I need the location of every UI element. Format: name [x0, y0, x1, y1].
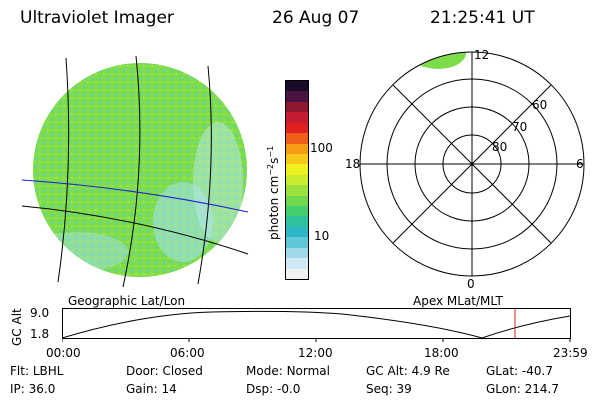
altitude-tick-high: 9.0 — [30, 306, 50, 320]
info-glat: GLat: -40.7 — [486, 364, 553, 378]
time-tick-0600: 06:00 — [170, 346, 205, 360]
meridian-line — [57, 57, 70, 283]
colorbar-segment — [286, 81, 308, 92]
equator-line — [21, 179, 249, 213]
info-seq: Seq: 39 — [366, 382, 412, 396]
time-tick-2359: 23:59 — [553, 346, 588, 360]
apex-label: Apex MLat/MLT — [413, 294, 503, 308]
info-gain: Gain: 14 — [126, 382, 177, 396]
time-tick-1200: 12:00 — [298, 346, 333, 360]
observation-date: 26 Aug 07 — [272, 8, 360, 28]
colorbar-segment — [286, 268, 308, 279]
mlt-label-6: 6 — [576, 157, 584, 171]
colorbar-segment — [286, 143, 308, 154]
meridian-line — [122, 55, 141, 288]
colorbar-segment — [286, 216, 308, 227]
mlt-label-12: 12 — [474, 48, 489, 62]
colorbar-segment — [286, 185, 308, 196]
altitude-curve — [62, 310, 571, 339]
colorbar-segment — [286, 174, 308, 186]
colorbar-segment — [286, 164, 308, 175]
colorbar-segment — [286, 247, 308, 259]
colorbar-tick-10: 10 — [314, 229, 330, 243]
mlat-label-70: 70 — [512, 120, 527, 134]
info-ip: IP: 36.0 — [10, 382, 56, 396]
info-gc-alt: GC Alt: 4.9 Re — [366, 364, 450, 378]
instrument-title: Ultraviolet Imager — [20, 8, 174, 28]
meridian-line — [197, 65, 212, 285]
uv-globe-image — [21, 55, 249, 288]
colorbar — [285, 80, 309, 280]
mlt-label-18: 18 — [345, 157, 360, 171]
colorbar-segment — [286, 195, 308, 207]
altitude-axis-label: GC Alt — [10, 308, 24, 346]
colorbar-segment — [286, 133, 308, 144]
geographic-label: Geographic Lat/Lon — [68, 294, 186, 308]
polar-mlt-plot: 12 18 6 0 60 70 80 — [345, 48, 585, 290]
colorbar-segment — [286, 206, 308, 217]
colorbar-segment — [286, 237, 308, 248]
mlat-label-60: 60 — [532, 98, 547, 112]
colorbar-segment — [286, 101, 308, 113]
colorbar-tick-100: 100 — [310, 141, 333, 155]
mlt-label-0: 0 — [467, 277, 475, 290]
info-dsp: Dsp: -0.0 — [246, 382, 301, 396]
info-door: Door: Closed — [126, 364, 203, 378]
colorbar-segment — [286, 91, 308, 102]
mlat-label-80: 80 — [492, 140, 507, 154]
info-mode: Mode: Normal — [246, 364, 330, 378]
colorbar-segment — [286, 226, 308, 238]
info-glon: GLon: 214.7 — [486, 382, 559, 396]
altitude-tick-low: 1.8 — [30, 327, 50, 341]
colorbar-segment — [286, 153, 308, 165]
info-flt: Flt: LBHL — [10, 364, 64, 378]
observation-time: 21:25:41 UT — [430, 8, 535, 28]
parallel-line — [21, 205, 249, 255]
colorbar-unit-label: photon cm−2s−1 — [266, 145, 281, 240]
colorbar-segment — [286, 122, 308, 134]
colorbar-segment — [286, 258, 308, 269]
altitude-timeline-plot — [62, 308, 571, 342]
time-tick-0000: 00:00 — [46, 346, 81, 360]
colorbar-segment — [286, 112, 308, 123]
time-tick-1800: 18:00 — [424, 346, 459, 360]
